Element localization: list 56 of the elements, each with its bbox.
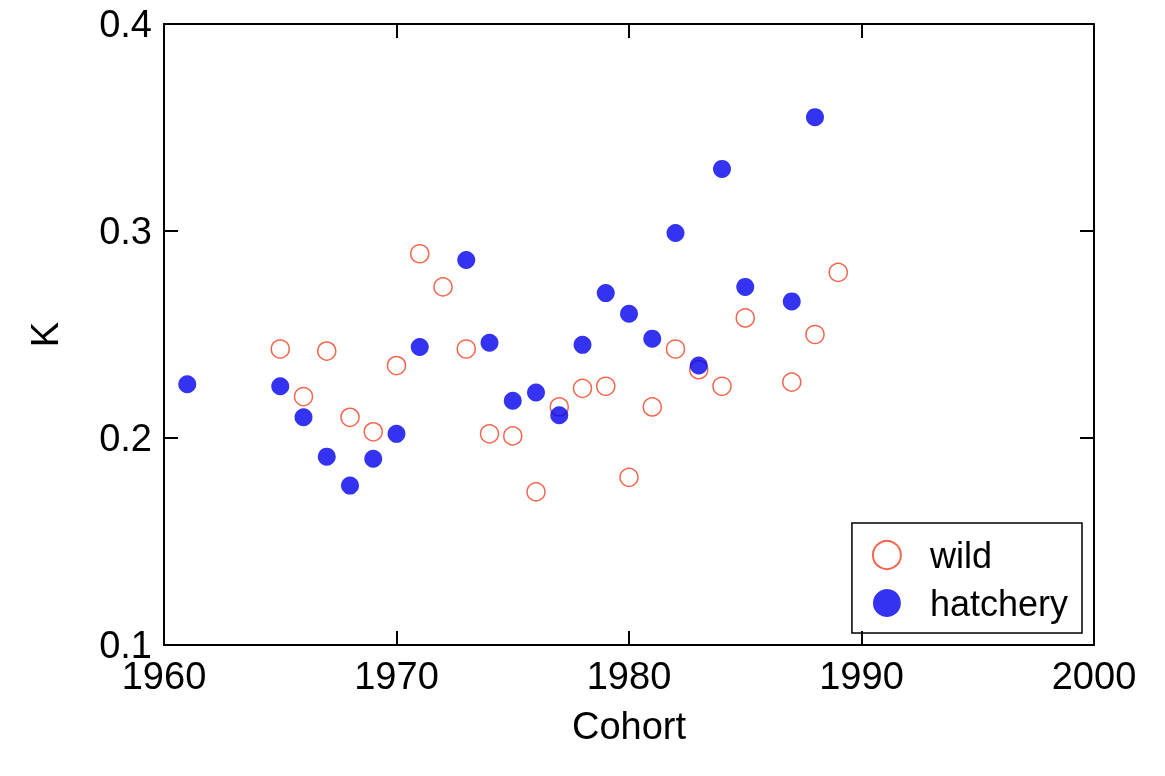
point [643, 329, 662, 348]
point [294, 408, 313, 427]
point [480, 333, 499, 352]
y-tick-label: 0.2 [99, 417, 152, 459]
x-tick-label: 1970 [354, 655, 439, 697]
point [386, 355, 407, 376]
point [713, 159, 731, 178]
point [363, 422, 383, 442]
point [178, 375, 197, 394]
point [596, 284, 615, 303]
point [503, 426, 523, 446]
point [364, 449, 383, 468]
point [620, 304, 638, 323]
point [782, 372, 802, 392]
point [689, 356, 708, 375]
legend-label: hatchery [929, 582, 1068, 624]
point [293, 386, 314, 407]
point [317, 447, 336, 466]
point [317, 341, 337, 361]
point [596, 376, 616, 396]
point [666, 224, 685, 243]
point [503, 391, 522, 410]
y-tick-label: 0.3 [99, 210, 152, 252]
point [410, 244, 430, 264]
x-tick-label: 2000 [1051, 655, 1137, 697]
x-tick-label: 1990 [819, 655, 904, 697]
point [735, 308, 755, 328]
y-tick-label: 0.4 [99, 3, 152, 45]
point [665, 339, 686, 359]
x-axis-title: Cohort [571, 705, 687, 747]
point [527, 383, 545, 402]
point [736, 277, 755, 296]
legend-label: wild [928, 534, 992, 576]
point [828, 262, 848, 283]
point [456, 339, 476, 359]
point [457, 250, 476, 269]
point [387, 424, 406, 443]
point [572, 378, 593, 399]
point [805, 324, 825, 345]
x-tick-label: 1980 [586, 655, 672, 697]
point [270, 339, 290, 359]
point [619, 467, 639, 488]
point [712, 376, 732, 396]
point [526, 482, 546, 502]
point [340, 407, 360, 428]
y-axis-title: K [24, 321, 66, 348]
point [782, 292, 801, 311]
point [433, 277, 453, 297]
point [479, 424, 500, 444]
point [271, 377, 290, 396]
point [410, 337, 429, 356]
point [573, 335, 592, 354]
point [806, 108, 824, 127]
point [341, 476, 359, 495]
point [550, 406, 569, 425]
point [642, 397, 662, 417]
